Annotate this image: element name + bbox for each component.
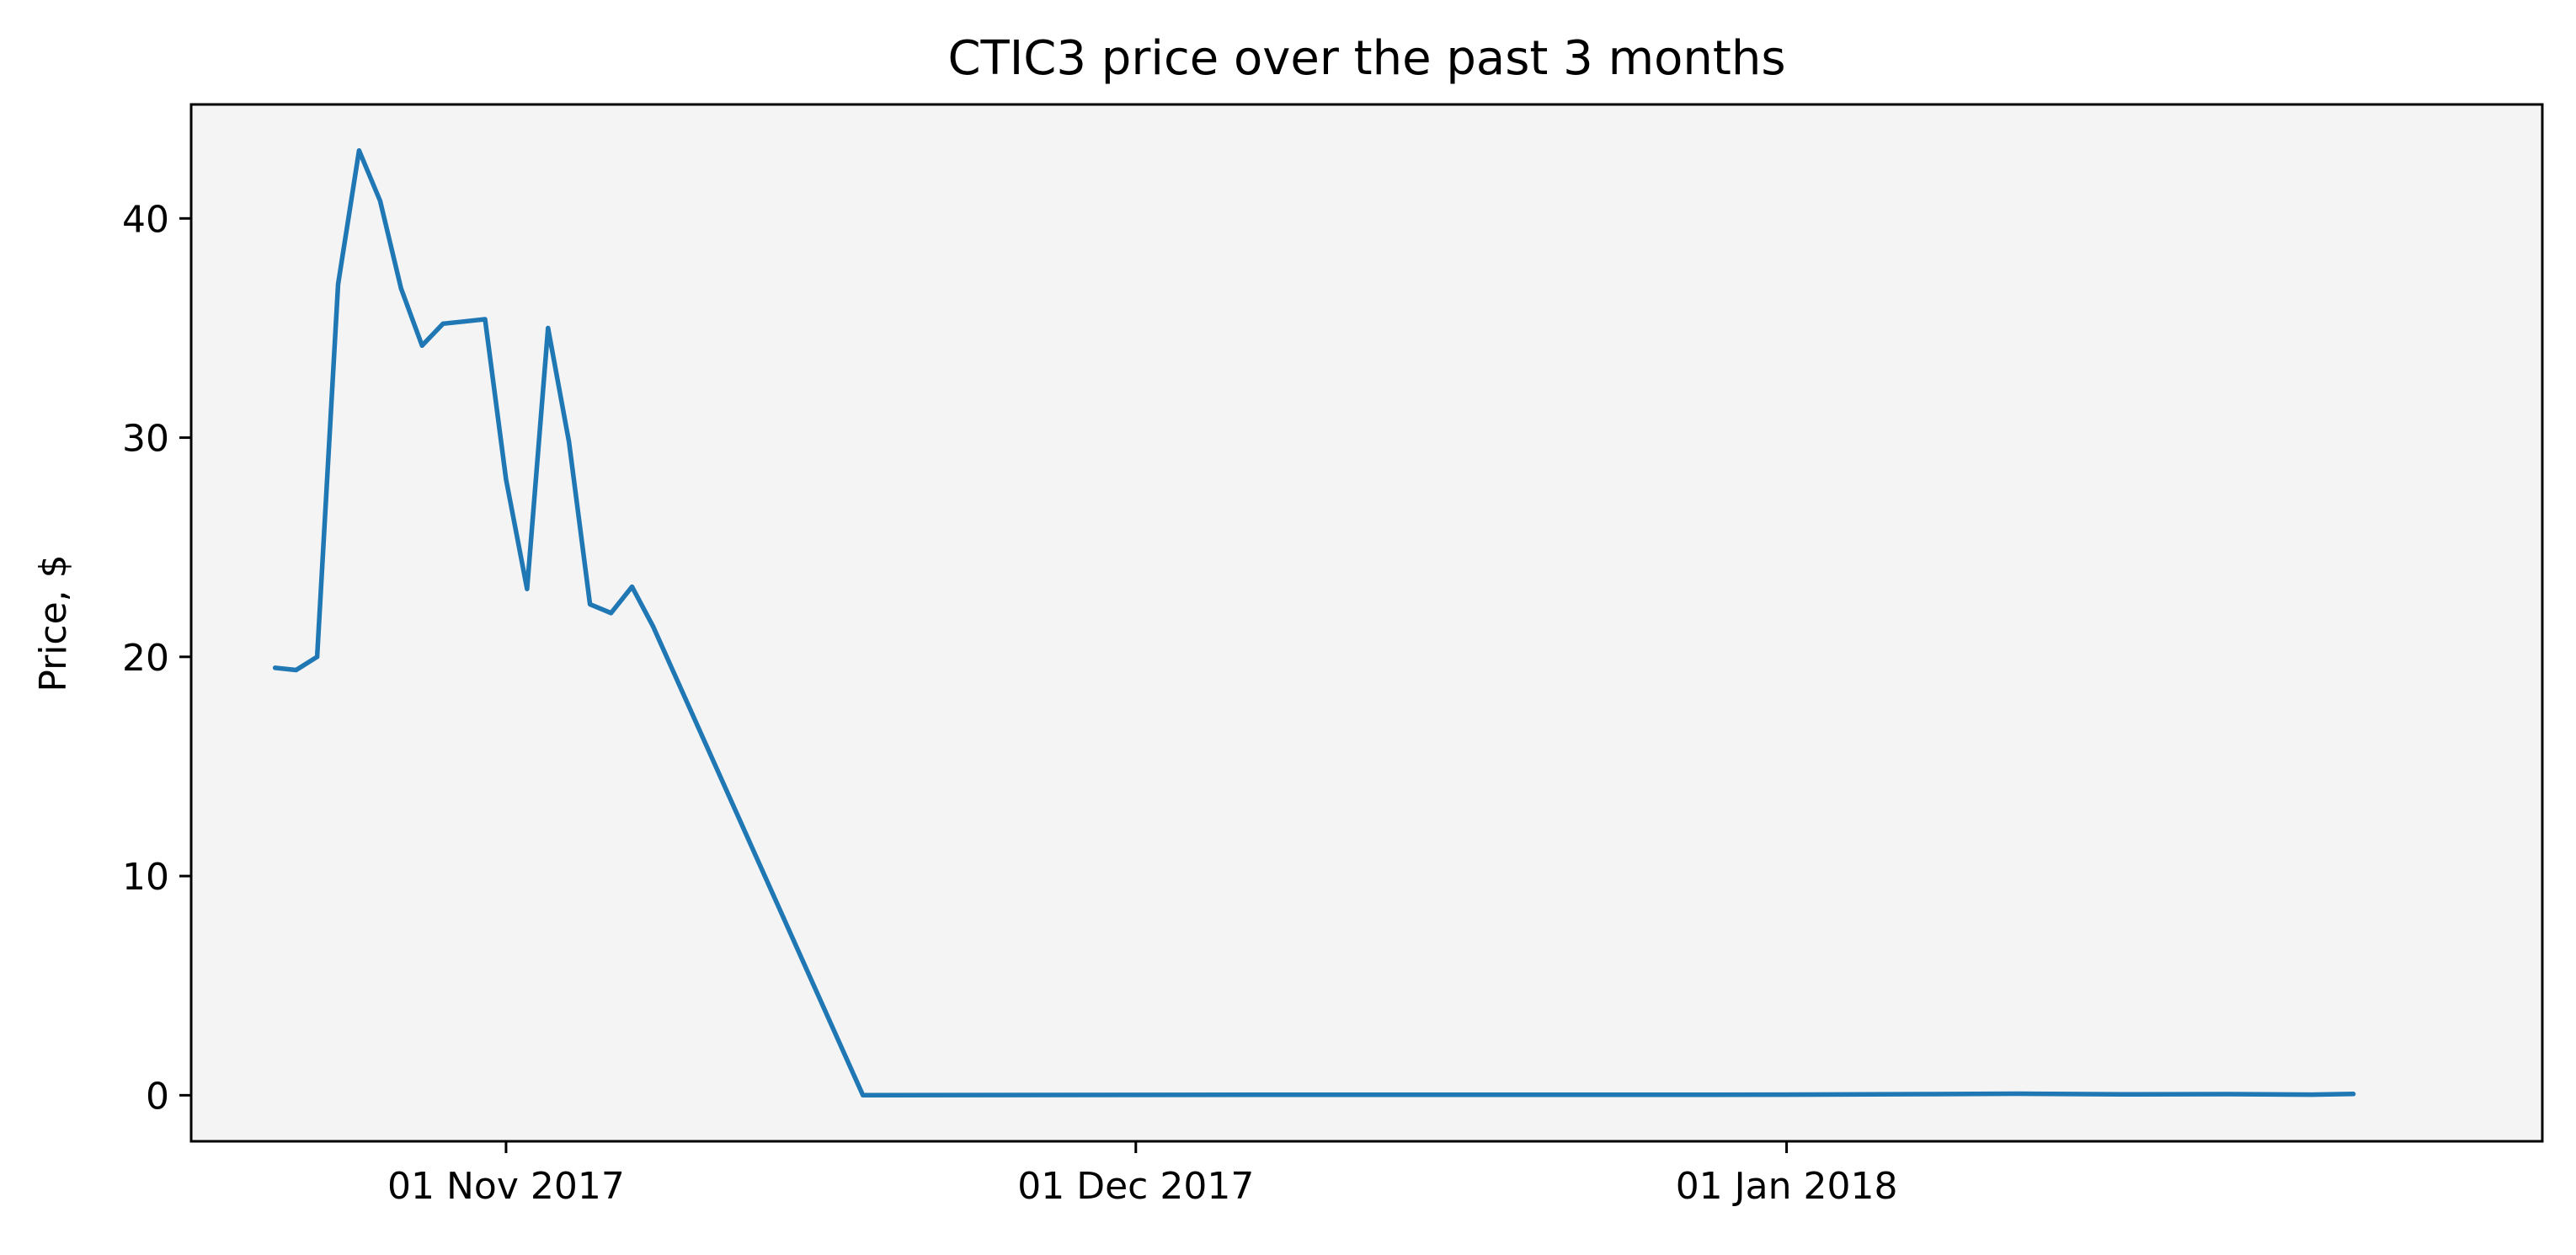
data-point: [2015, 1091, 2020, 1097]
data-point: [525, 586, 530, 591]
x-axis: 01 Nov 2017 01 Dec 2017 01 Jan 2018: [387, 1141, 1897, 1208]
data-point: [1931, 1092, 1936, 1097]
data-point: [398, 286, 403, 291]
data-point: [461, 319, 467, 324]
price-series-points: [273, 148, 2356, 1097]
data-point: [377, 198, 382, 204]
y-tick-label: 10: [122, 856, 169, 899]
data-point: [2351, 1092, 2356, 1097]
data-point: [1784, 1092, 1789, 1097]
plot-background: [191, 104, 2542, 1141]
data-point: [1637, 1092, 1642, 1097]
x-tick-label: 01 Nov 2017: [387, 1165, 625, 1208]
y-axis: 0 10 20 30 40: [122, 198, 191, 1118]
data-point: [419, 343, 424, 348]
data-point: [608, 611, 614, 616]
data-point: [335, 281, 341, 287]
data-point: [2120, 1092, 2125, 1097]
plot-frame: [189, 103, 2544, 1143]
data-point: [629, 584, 635, 590]
data-point: [440, 321, 445, 326]
data-point: [356, 148, 362, 153]
y-tick-label: 40: [122, 198, 169, 241]
x-tick-label: 01 Jan 2018: [1676, 1165, 1898, 1208]
data-point: [294, 667, 299, 673]
y-tick-label: 30: [122, 418, 169, 461]
data-point: [567, 440, 572, 445]
chart-title: CTIC3 price over the past 3 months: [947, 31, 1785, 86]
data-point: [1259, 1092, 1264, 1097]
data-point: [861, 1092, 866, 1097]
data-point: [273, 665, 278, 670]
y-axis-label: Price, $: [32, 554, 75, 692]
data-point: [504, 477, 509, 482]
data-point: [546, 325, 551, 331]
y-tick-label: 0: [146, 1075, 169, 1118]
data-point: [314, 654, 320, 660]
data-point: [588, 601, 593, 606]
x-tick-label: 01 Dec 2017: [1017, 1165, 1254, 1208]
data-point: [650, 623, 656, 629]
data-point: [2225, 1092, 2230, 1097]
data-point: [483, 317, 488, 322]
y-tick-label: 20: [122, 637, 169, 680]
data-point: [2309, 1092, 2314, 1097]
